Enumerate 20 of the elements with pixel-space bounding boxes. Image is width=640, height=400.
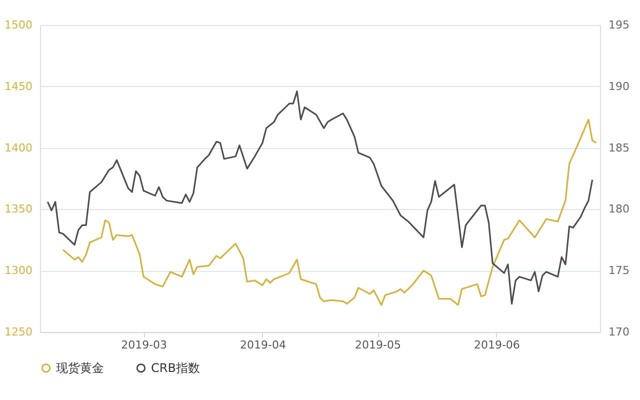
x-tick-label: 2019-05 [355, 338, 402, 352]
line-series [62, 118, 597, 306]
y-tick-label: 1350 [4, 202, 32, 216]
y-tick-label: 1250 [4, 326, 32, 338]
y-tick-label: 1500 [4, 18, 32, 32]
y2-tick-label: 170 [608, 326, 630, 338]
legend-label: 现货黄金 [56, 361, 104, 376]
legend-label: CRB指数 [151, 361, 200, 376]
x-tick-label: 2019-03 [121, 338, 168, 352]
y-tick-label: 1450 [4, 80, 32, 93]
x-tick-label: 2019-06 [474, 338, 520, 352]
y2-tick-label: 190 [608, 80, 630, 93]
y2-tick-label: 195 [608, 18, 630, 32]
line-series [46, 90, 594, 305]
y2-tick-label: 180 [608, 202, 630, 216]
y-tick-label: 1400 [4, 141, 32, 154]
y2-tick-label: 175 [608, 264, 630, 278]
y-tick-label: 1300 [4, 264, 32, 278]
y2-tick-label: 185 [608, 141, 630, 154]
x-tick-label: 2019-04 [240, 338, 286, 352]
